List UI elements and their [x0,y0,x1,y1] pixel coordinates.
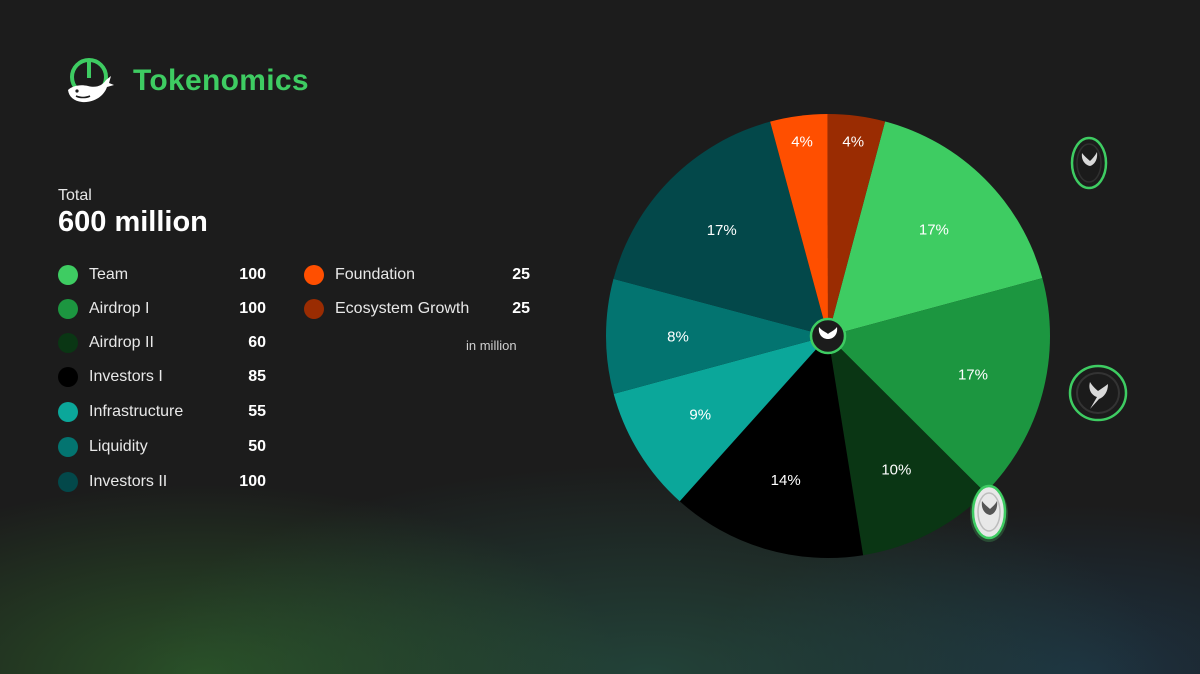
legend-value: 25 [512,266,530,283]
pie-slice-foundation [770,114,828,336]
pie-slice-label: 17% [707,222,737,239]
pie-slice-label: 17% [958,367,988,384]
legend-label: Team [89,266,129,283]
pie-slice-team [828,121,1043,336]
pie-slice-label: 17% [919,222,949,239]
total-value: 600 million [58,206,208,238]
pie-slice-airdrop-ii [828,336,986,556]
legend-label: Investors I [89,368,163,385]
legend-swatch [58,367,78,387]
legend-label: Investors II [89,473,168,490]
pie-slice-airdrop-i [828,278,1050,493]
total-label: Total [58,187,92,204]
whale-coin-icon [970,484,1008,542]
pie-slice-label: 14% [771,472,801,489]
legend-item-investors-i: Investors I 85 [58,366,266,398]
legend-label: Ecosystem Growth [335,300,470,317]
pie-slice-ecosystem-growth [827,114,886,336]
legend-swatch [304,265,324,285]
legend-item-team: Team 100 [58,264,266,296]
pie-slices [606,114,1050,558]
legend-swatch [58,437,78,457]
legend-left: Team 100 Airdrop I 100 Airdrop II 60 Inv… [58,264,266,506]
legend-swatch [58,265,78,285]
pie-slice-label: 4% [842,134,864,151]
legend-label: Infrastructure [89,403,184,420]
legend-item-ecosystem-growth: Ecosystem Growth 25 [304,298,530,330]
legend-value: 50 [248,438,266,455]
pie-slice-label: 9% [689,407,711,424]
pie-slice-investors-ii [613,121,828,337]
legend-value: 60 [248,334,266,351]
legend-swatch [304,299,324,319]
unit-note: in million [466,338,517,353]
whale-coin-icon [1068,364,1128,422]
legend-label: Liquidity [89,438,148,455]
legend-item-foundation: Foundation 25 [304,264,530,296]
pie-slice-investors-i [679,336,864,558]
pie-slice-label: 4% [791,134,813,151]
legend-swatch [58,472,78,492]
whale-tail-icon [809,317,847,355]
legend-value: 100 [239,300,266,317]
pie-slice-label: 8% [667,328,689,345]
legend-label: Foundation [335,266,416,283]
legend-swatch [58,402,78,422]
legend-item-airdrop-ii: Airdrop II 60 [58,332,266,364]
legend-value: 85 [248,368,266,385]
pie-slice-labels: 17% 17% 10% 14% 9% 8% 17% 4% 4% [667,134,988,489]
legend-value: 25 [512,300,530,317]
legend-label: Airdrop I [89,300,150,317]
legend-label: Airdrop II [89,334,154,351]
legend-item-infrastructure: Infrastructure 55 [58,401,266,433]
page-title: Tokenomics [133,64,309,97]
legend-item-airdrop-i: Airdrop I 100 [58,298,266,330]
legend-value: 100 [239,473,266,490]
pie-slice-label: 10% [881,462,911,479]
legend-item-investors-ii: Investors II 100 [58,471,266,503]
legend-item-liquidity: Liquidity 50 [58,436,266,468]
legend-value: 55 [248,403,266,420]
legend-swatch [58,333,78,353]
legend-swatch [58,299,78,319]
pie-slice-liquidity [606,278,828,394]
legend-value: 100 [239,266,266,283]
whale-coin-icon [1070,136,1108,190]
whale-tail-icon [68,58,114,103]
legend-right: Foundation 25 Ecosystem Growth 25 [304,264,530,332]
pie-slice-infrastructure [613,336,828,502]
pie-chart: 17% 17% 10% 14% 9% 8% 17% 4% 4% [606,114,1050,558]
